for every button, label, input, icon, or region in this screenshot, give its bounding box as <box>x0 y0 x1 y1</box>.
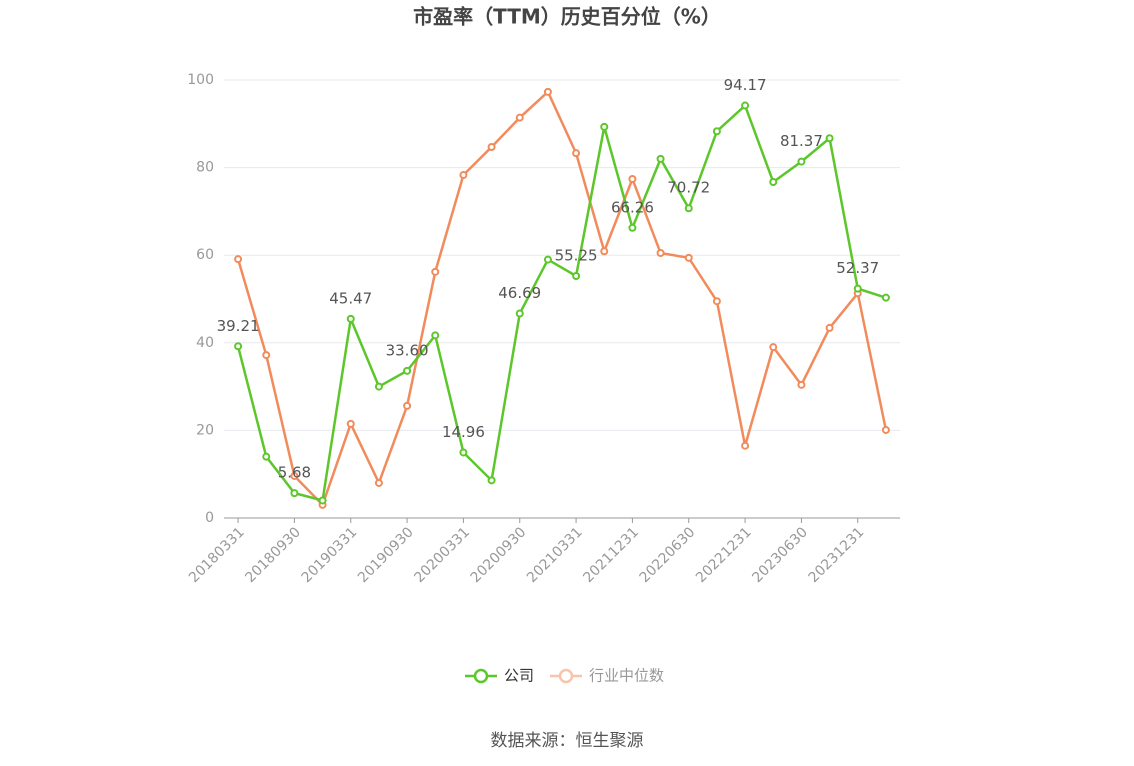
point <box>403 401 412 410</box>
point <box>825 134 834 143</box>
point <box>431 331 440 340</box>
y-tick-label: 100 <box>187 72 214 88</box>
x-tick-label: 20221231 <box>693 524 755 586</box>
point <box>825 323 834 332</box>
point <box>741 101 750 110</box>
point <box>403 366 412 375</box>
data-label: 70.72 <box>667 179 710 197</box>
point <box>656 154 665 163</box>
y-tick-label: 40 <box>196 335 214 351</box>
data-label: 39.21 <box>217 317 260 335</box>
y-tick-label: 60 <box>196 247 214 263</box>
x-tick-label: 20190331 <box>299 524 361 586</box>
series-line <box>236 103 887 503</box>
y-tick-label: 20 <box>196 422 214 438</box>
point <box>374 478 383 487</box>
point <box>515 113 524 122</box>
point <box>262 452 271 461</box>
point <box>572 149 581 158</box>
point <box>797 157 806 166</box>
point <box>234 255 243 264</box>
x-tick-label: 20180331 <box>186 524 248 586</box>
x-tick-label: 20231231 <box>806 524 868 586</box>
data-label: 14.96 <box>442 423 485 441</box>
point <box>712 297 721 306</box>
point <box>346 419 355 428</box>
point <box>881 425 890 434</box>
chart-title: 市盈率（TTM）历史百分位（%） <box>413 5 721 29</box>
legend-label: 公司 <box>504 667 534 685</box>
data-label: 33.60 <box>386 341 429 359</box>
data-label: 66.26 <box>611 198 654 216</box>
point <box>712 127 721 136</box>
series-line <box>236 89 888 508</box>
legend-label: 行业中位数 <box>589 667 664 685</box>
point <box>797 380 806 389</box>
point <box>628 174 637 183</box>
x-tick-label: 20220630 <box>637 524 699 586</box>
point <box>769 343 778 352</box>
source: 数据来源：恒生聚源 <box>491 731 644 751</box>
point <box>262 351 271 360</box>
x-tick-label: 20230630 <box>749 524 811 586</box>
x-tick-label: 20200331 <box>411 524 473 586</box>
legend-marker <box>558 668 574 684</box>
point <box>318 496 327 505</box>
point <box>600 247 609 256</box>
point <box>487 143 496 152</box>
point <box>684 253 693 262</box>
point <box>487 476 496 485</box>
x-tick-label: 20180930 <box>242 524 304 586</box>
data-label: 5.68 <box>278 464 311 482</box>
y-tick-label: 80 <box>196 160 214 176</box>
data-label: 94.17 <box>724 76 767 94</box>
point <box>656 249 665 258</box>
point <box>684 204 693 213</box>
x-tick-label: 20190930 <box>355 524 417 586</box>
data-label: 52.37 <box>836 259 879 277</box>
point <box>290 489 299 498</box>
x-tick-label: 20200930 <box>468 524 530 586</box>
point <box>374 382 383 391</box>
x-tick-label: 20210331 <box>524 524 586 586</box>
point <box>346 314 355 323</box>
point <box>431 267 440 276</box>
point <box>543 87 552 96</box>
point <box>543 255 552 264</box>
data-label: 55.25 <box>555 247 598 265</box>
point <box>881 293 890 302</box>
point <box>741 441 750 450</box>
data-label: 81.37 <box>780 132 823 150</box>
point <box>628 223 637 232</box>
point <box>290 471 299 480</box>
data-label: 46.69 <box>498 284 541 302</box>
y-tick-label: 0 <box>205 510 214 526</box>
point <box>769 178 778 187</box>
x-tick-label: 20211231 <box>580 524 642 586</box>
data-label: 45.47 <box>329 289 372 307</box>
legend-marker <box>473 668 489 684</box>
point <box>234 342 243 351</box>
point <box>572 272 581 281</box>
point <box>600 122 609 131</box>
point <box>459 171 468 180</box>
point <box>459 448 468 457</box>
point <box>853 284 862 293</box>
point <box>515 309 524 318</box>
